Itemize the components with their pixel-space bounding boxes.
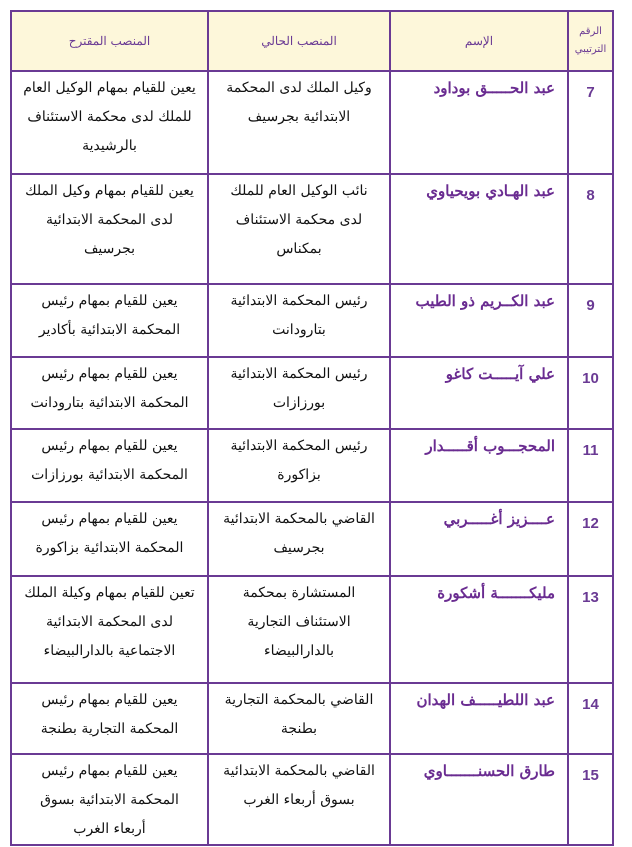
person-name: المحجـــوب أقـــــدار <box>389 428 569 503</box>
proposed-position: يعين للقيام بمهام رئيس المحكمة الابتدائي… <box>10 428 209 503</box>
row-number: 12 <box>567 501 614 577</box>
proposed-position: تعين للقيام بمهام وكيلة الملك لدى المحكم… <box>10 575 209 684</box>
table-row: 8 عبد الهـادي بويحياوي نائب الوكيل العام ل… <box>10 173 614 285</box>
row-number: 15 <box>567 753 614 846</box>
row-number: 9 <box>567 283 614 358</box>
person-name: عبد الكــريم ذو الطيب <box>389 283 569 358</box>
table-row: 7 عبد الحـــــق بوداود وكيل الملك لدى المح… <box>10 70 614 175</box>
table-row: 13 مليكـــــــة أشكورة المستشارة بمحكمة ال… <box>10 575 614 684</box>
proposed-position: يعين للقيام بمهام رئيس المحكمة الابتدائي… <box>10 753 209 846</box>
row-number: 14 <box>567 682 614 755</box>
current-position: القاضي بالمحكمة التجارية بطنجة <box>207 682 391 755</box>
current-position: وكيل الملك لدى المحكمة الابتدائية بجرسيف <box>207 70 391 175</box>
current-position: نائب الوكيل العام للملك لدى محكمة الاستئ… <box>207 173 391 285</box>
current-position: رئيس المحكمة الابتدائية بورزازات <box>207 356 391 430</box>
current-position: المستشارة بمحكمة الاستئناف التجارية بالد… <box>207 575 391 684</box>
header-row: الرقم الترتيبي الإسم المنصب الحالي المنص… <box>10 10 614 72</box>
header-proposed-position: المنصب المقترح <box>10 10 209 72</box>
current-position: القاضي بالمحكمة الابتدائية بسوق أربعاء ا… <box>207 753 391 846</box>
person-name: عبد الحـــــق بوداود <box>389 70 569 175</box>
proposed-position: يعين للقيام بمهام وكيل الملك لدى المحكمة… <box>10 173 209 285</box>
row-number: 7 <box>567 70 614 175</box>
person-name: مليكـــــــة أشكورة <box>389 575 569 684</box>
proposed-position: يعين للقيام بمهام الوكيل العام للملك لدى… <box>10 70 209 175</box>
current-position: رئيس المحكمة الابتدائية بزاكورة <box>207 428 391 503</box>
current-position: القاضي بالمحكمة الابتدائية بجرسيف <box>207 501 391 577</box>
person-name: عبد اللطيـــــف الهدان <box>389 682 569 755</box>
header-current-position: المنصب الحالي <box>207 10 391 72</box>
row-number: 10 <box>567 356 614 430</box>
row-number: 8 <box>567 173 614 285</box>
row-number: 11 <box>567 428 614 503</box>
proposed-position: يعين للقيام بمهام رئيس المحكمة الابتدائي… <box>10 283 209 358</box>
table-row: 11 المحجـــوب أقـــــدار رئيس المحكمة الاب… <box>10 428 614 503</box>
current-position: رئيس المحكمة الابتدائية بتارودانت <box>207 283 391 358</box>
table-row: 10 علي آيـــــت كاغو رئيس المحكمة الابتدائ… <box>10 356 614 430</box>
table-row: 12 عــــزيز أغـــــربي القاضي بالمحكمة الا… <box>10 501 614 577</box>
person-name: طارق الحسنـــــــاوي <box>389 753 569 846</box>
row-number: 13 <box>567 575 614 684</box>
person-name: عبد الهـادي بويحياوي <box>389 173 569 285</box>
header-name: الإسم <box>389 10 569 72</box>
appointments-table: الرقم الترتيبي الإسم المنصب الحالي المنص… <box>10 10 614 846</box>
proposed-position: يعين للقيام بمهام رئيس المحكمة الابتدائي… <box>10 356 209 430</box>
proposed-position: يعين للقيام بمهام رئيس المحكمة الابتدائي… <box>10 501 209 577</box>
table-row: 15 طارق الحسنـــــــاوي القاضي بالمحكمة ال… <box>10 753 614 846</box>
person-name: علي آيـــــت كاغو <box>389 356 569 430</box>
header-number: الرقم الترتيبي <box>567 10 614 72</box>
table-row: 14 عبد اللطيـــــف الهدان القاضي بالمحكمة … <box>10 682 614 755</box>
person-name: عــــزيز أغـــــربي <box>389 501 569 577</box>
proposed-position: يعين للقيام بمهام رئيس المحكمة التجارية … <box>10 682 209 755</box>
table-row: 9 عبد الكــريم ذو الطيب رئيس المحكمة الابت… <box>10 283 614 358</box>
